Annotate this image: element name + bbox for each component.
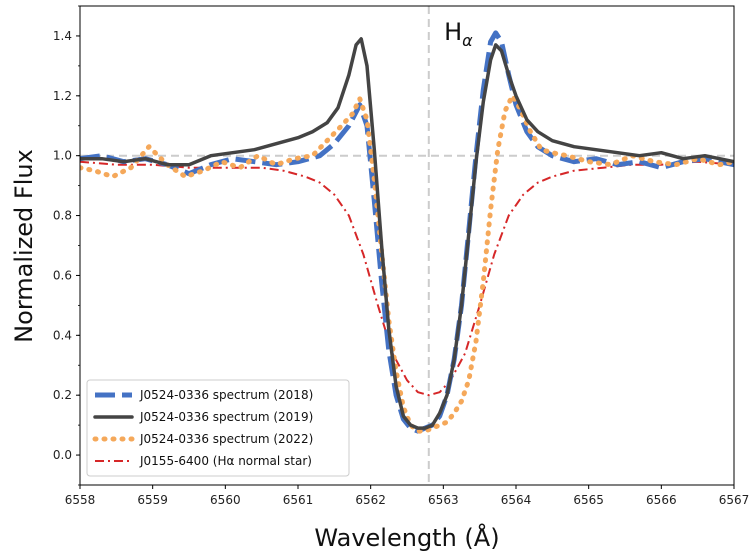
y-tick-label: 0.6 <box>53 268 72 282</box>
legend-label-2: J0524-0336 spectrum (2022) <box>139 432 313 446</box>
series-line-3 <box>80 160 734 397</box>
annotation-main: H <box>444 18 462 46</box>
legend-label-3: J0155-6400 (Hα normal star) <box>139 454 312 468</box>
x-tick-label: 6566 <box>646 493 677 507</box>
y-axis-ticks: 0.0 0.2 0.4 0.6 0.8 1.0 1.2 1.4 <box>53 5 80 486</box>
y-tick-label: 0.8 <box>53 209 72 223</box>
y-tick-label: 0.2 <box>53 388 72 402</box>
y-tick-label: 1.0 <box>53 149 72 163</box>
reference-lines <box>80 6 734 485</box>
x-tick-label: 6562 <box>355 493 386 507</box>
series-line-0 <box>80 30 734 434</box>
x-tick-label: 6558 <box>65 493 96 507</box>
x-tick-label: 6564 <box>501 493 532 507</box>
series-line-2 <box>80 93 734 434</box>
y-tick-label: 0.4 <box>53 328 72 342</box>
series-layer <box>80 30 734 434</box>
x-tick-label: 6565 <box>573 493 604 507</box>
annotation-subscript: α <box>462 31 473 50</box>
x-tick-label: 6561 <box>283 493 314 507</box>
series-line-1 <box>80 37 734 430</box>
x-axis-label: Wavelength (Å) <box>314 523 499 552</box>
x-tick-label: 6567 <box>719 493 750 507</box>
y-axis-label: Normalized Flux <box>10 149 38 343</box>
x-tick-label: 6560 <box>210 493 241 507</box>
y-tick-label: 1.2 <box>53 89 72 103</box>
legend-label-0: J0524-0336 spectrum (2018) <box>139 388 313 402</box>
x-tick-label: 6559 <box>137 493 168 507</box>
legend-label-1: J0524-0336 spectrum (2019) <box>139 410 313 424</box>
y-tick-label: 1.4 <box>53 29 72 43</box>
legend-box <box>86 379 350 477</box>
x-axis-ticks: 6558 6559 6560 6561 6562 6563 6564 6565 6566 6567 <box>65 485 750 507</box>
h-alpha-annotation: Hα <box>444 18 473 50</box>
x-tick-label: 6563 <box>428 493 459 507</box>
legend: J0524-0336 spectrum (2018) J0524-0336 spe… <box>86 379 350 477</box>
y-tick-label: 0.0 <box>53 448 72 462</box>
